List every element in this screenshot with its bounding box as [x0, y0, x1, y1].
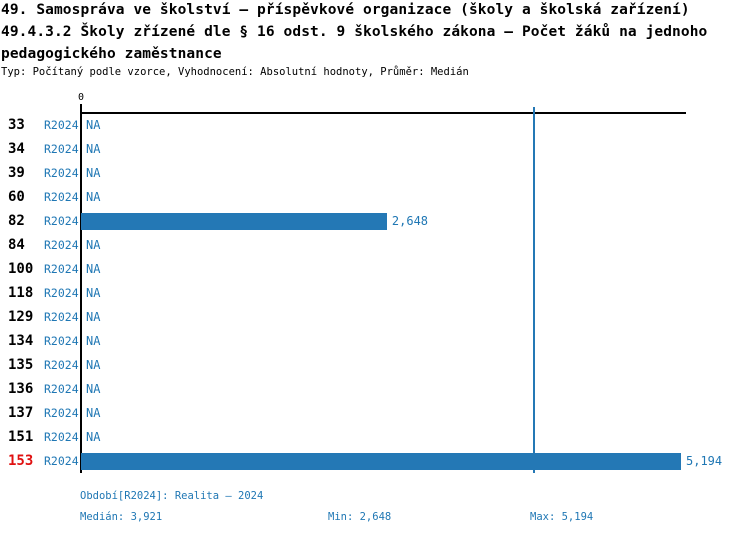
- series-period-label: R2024: [44, 166, 79, 180]
- na-value-label: NA: [86, 190, 101, 204]
- chart-row: 82 R2024 2,648: [0, 209, 750, 233]
- series-period-label: R2024: [44, 286, 79, 300]
- bar-value-label: 5,194: [686, 454, 723, 468]
- chart-row: 118 R2024 NA: [0, 281, 750, 305]
- median-line: [532, 107, 535, 473]
- series-period-label: R2024: [44, 358, 79, 372]
- chart-row: 129 R2024 NA: [0, 305, 750, 329]
- chart-row: 153 R2024 5,194: [0, 449, 750, 473]
- chart-rows: 33 R2024 NA 34 R2024 NA 39 R2024 NA 60 R2024 NA 82 R2…: [0, 113, 750, 473]
- na-value-label: NA: [86, 430, 101, 444]
- chart-row: 34 R2024 NA: [0, 137, 750, 161]
- bar-value-label: 2,648: [391, 214, 429, 228]
- chart-row: 135 R2024 NA: [0, 353, 750, 377]
- series-period-label: R2024: [44, 214, 79, 228]
- series-period-label: R2024: [44, 454, 79, 468]
- footer-period-label: Období[R2024]: Realita – 2024: [80, 490, 264, 502]
- series-period-label: R2024: [44, 142, 79, 156]
- chart-row: 33 R2024 NA: [0, 113, 750, 137]
- na-value-label: NA: [86, 286, 101, 300]
- category-label: 137: [8, 405, 34, 421]
- na-value-label: NA: [86, 406, 101, 420]
- category-label: 134: [8, 333, 34, 349]
- footer-median-label: Medián: 3,921: [80, 511, 163, 523]
- category-label: 135: [8, 357, 34, 373]
- footer-min-label: Min: 2,648: [328, 511, 392, 523]
- category-label: 84: [8, 237, 25, 253]
- category-label: 153: [8, 453, 34, 469]
- chart-row: 39 R2024 NA: [0, 161, 750, 185]
- na-value-label: NA: [86, 262, 101, 276]
- series-period-label: R2024: [44, 334, 79, 348]
- chart-row: 151 R2024 NA: [0, 425, 750, 449]
- chart-row: 100 R2024 NA: [0, 257, 750, 281]
- y-axis-line: [80, 104, 82, 473]
- na-value-label: NA: [86, 238, 101, 252]
- chart-title-line-1: 49. Samospráva ve školství – příspěvkové…: [1, 2, 690, 18]
- na-value-label: NA: [86, 310, 101, 324]
- category-label: 33: [8, 117, 25, 133]
- series-period-label: R2024: [44, 262, 79, 276]
- x-axis-zero-tick-label: 0: [77, 92, 85, 103]
- chart-row: 84 R2024 NA: [0, 233, 750, 257]
- value-bar: [81, 212, 387, 230]
- chart-title-line-3: pedagogického zaměstnance: [1, 46, 222, 62]
- chart-row: 136 R2024 NA: [0, 377, 750, 401]
- category-label: 82: [8, 213, 25, 229]
- category-label: 136: [8, 381, 34, 397]
- series-period-label: R2024: [44, 310, 79, 324]
- x-axis-line: [81, 112, 686, 114]
- series-period-label: R2024: [44, 190, 79, 204]
- category-label: 100: [8, 261, 34, 277]
- series-period-label: R2024: [44, 382, 79, 396]
- category-label: 129: [8, 309, 34, 325]
- category-label: 60: [8, 189, 25, 205]
- chart-row: 60 R2024 NA: [0, 185, 750, 209]
- na-value-label: NA: [86, 166, 101, 180]
- na-value-label: NA: [86, 118, 101, 132]
- na-value-label: NA: [86, 142, 101, 156]
- na-value-label: NA: [86, 358, 101, 372]
- series-period-label: R2024: [44, 238, 79, 252]
- footer-max-label: Max: 5,194: [530, 511, 594, 523]
- series-period-label: R2024: [44, 406, 79, 420]
- category-label: 118: [8, 285, 34, 301]
- chart-title-line-2: 49.4.3.2 Školy zřízené dle § 16 odst. 9 …: [1, 24, 708, 40]
- series-period-label: R2024: [44, 430, 79, 444]
- category-label: 151: [8, 429, 34, 445]
- category-label: 34: [8, 141, 25, 157]
- chart-row: 137 R2024 NA: [0, 401, 750, 425]
- na-value-label: NA: [86, 382, 101, 396]
- chart-meta-line: Typ: Počítaný podle vzorce, Vyhodnocení:…: [1, 66, 469, 78]
- chart-row: 134 R2024 NA: [0, 329, 750, 353]
- na-value-label: NA: [86, 334, 101, 348]
- series-period-label: R2024: [44, 118, 79, 132]
- value-bar: [81, 452, 681, 470]
- category-label: 39: [8, 165, 25, 181]
